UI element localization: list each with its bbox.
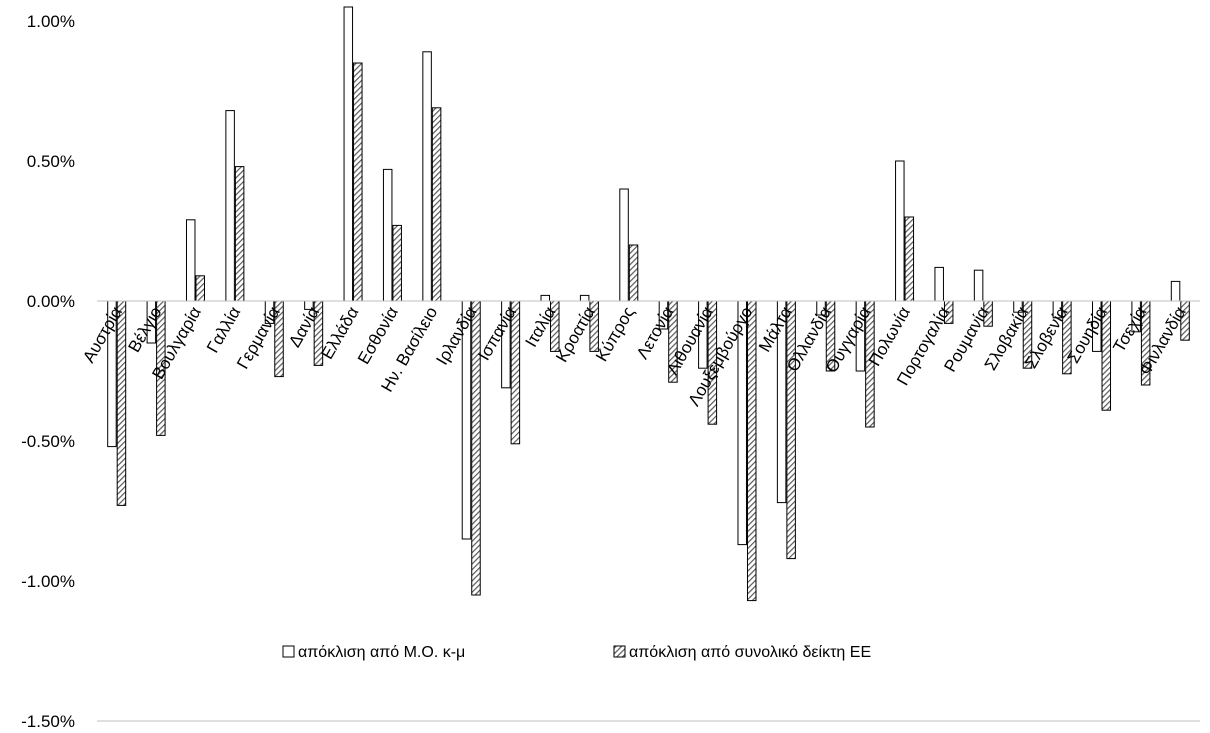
bar-series-2 xyxy=(392,224,402,302)
y-tick-label: 0.50% xyxy=(27,152,75,171)
bar-series-2 xyxy=(234,166,245,302)
y-axis-tick-labels: 1.00% 0.50% 0.00% -0.50% -1.00% -1.50% xyxy=(21,12,75,731)
category-label: Κύπρος xyxy=(592,304,638,365)
bar-series-2 xyxy=(116,300,127,506)
bar-series-1 xyxy=(422,51,432,302)
y-tick-label: 0.00% xyxy=(27,292,75,311)
bar-series-2 xyxy=(353,62,363,302)
bar-series-1 xyxy=(382,168,393,302)
bars-group xyxy=(107,6,1190,602)
y-tick-label: 1.00% xyxy=(27,12,75,31)
bar-series-1 xyxy=(973,269,984,302)
bar-series-2 xyxy=(195,275,205,302)
bar-series-1 xyxy=(185,219,196,302)
y-tick-label: -1.50% xyxy=(21,712,75,731)
y-tick-label: -1.00% xyxy=(21,572,75,591)
bar-series-1 xyxy=(225,110,235,302)
category-label: Γαλλία xyxy=(203,303,244,356)
bar-series-1 xyxy=(540,294,551,302)
bar-series-2 xyxy=(628,244,639,302)
legend-swatch-series-1 xyxy=(282,645,295,658)
legend: απόκλιση από Μ.Ο. κ-μ απόκλιση από συνολ… xyxy=(282,644,871,661)
y-tick-label: -0.50% xyxy=(21,432,75,451)
bar-series-1 xyxy=(619,188,629,302)
bar-series-2 xyxy=(431,107,442,302)
legend-label-series-1: απόκλιση από Μ.Ο. κ-μ xyxy=(298,644,465,661)
x-axis xyxy=(97,300,1200,722)
bar-series-1 xyxy=(579,294,590,302)
bar-series-1 xyxy=(343,6,354,302)
bar-series-2 xyxy=(904,216,915,302)
legend-swatch-series-2 xyxy=(613,645,626,658)
bar-series-1 xyxy=(1170,280,1181,302)
legend-label-series-2: απόκλιση από συνολικό δείκτη ΕΕ xyxy=(629,644,871,661)
bar-series-1 xyxy=(895,160,905,302)
bar-series-2 xyxy=(786,300,796,560)
bar-series-1 xyxy=(934,266,944,302)
